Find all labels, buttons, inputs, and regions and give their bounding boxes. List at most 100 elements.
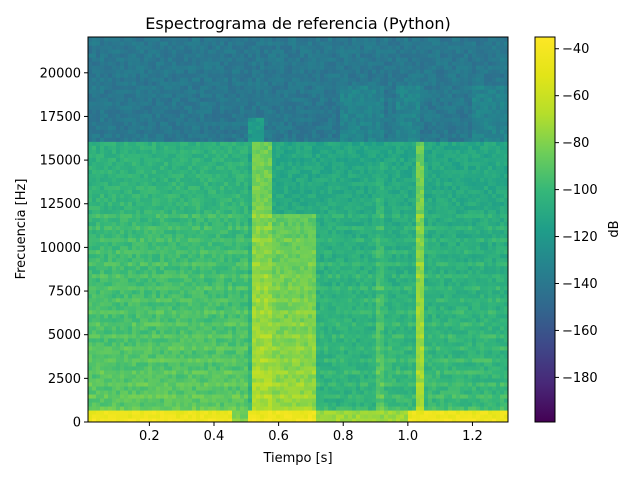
heatmap-cell [196,113,201,118]
heatmap-cell [216,41,221,46]
heatmap-cell [148,237,153,243]
heatmap-cell [216,161,221,166]
heatmap-cell [168,225,173,231]
heatmap-cell [156,337,161,343]
heatmap-cell [100,121,105,126]
heatmap-cell [176,53,181,58]
heatmap-cell [284,393,289,399]
heatmap-cell [168,41,173,46]
heatmap-cell [256,285,261,291]
heatmap-cell [228,145,233,150]
heatmap-cell [104,101,109,106]
heatmap-cell [196,413,201,419]
heatmap-cell [100,189,105,195]
heatmap-cell [184,293,189,299]
heatmap-cell [144,217,149,223]
heatmap-cell [148,57,153,62]
heatmap-cell [256,257,261,263]
heatmap-cell [116,73,121,78]
heatmap-cell [248,209,253,215]
heatmap-cell [244,261,249,267]
heatmap-cell [88,325,93,331]
heatmap-cell [136,93,141,98]
heatmap-cell [124,145,129,150]
heatmap-cell [248,93,253,98]
heatmap-cell [128,369,133,375]
heatmap-cell [152,321,157,327]
heatmap-cell [212,245,217,251]
heatmap-cell [104,85,109,90]
heatmap-cell [240,361,245,367]
heatmap-cell [196,281,201,287]
heatmap-cell [168,281,173,287]
heatmap-cell [116,321,121,327]
heatmap-cell [136,41,141,46]
heatmap-cell [172,205,177,211]
heatmap-cell [124,113,129,118]
heatmap-cell [192,97,197,102]
heatmap-cell [196,385,201,391]
heatmap-cell [208,93,213,98]
heatmap-cell [116,89,121,94]
heatmap-cell [164,65,169,70]
heatmap-cell [208,285,213,291]
heatmap-cell [152,101,157,106]
heatmap-cell [240,129,245,134]
heatmap-cell [264,397,269,403]
heatmap-cell [172,157,177,162]
heatmap-cell [120,305,125,311]
heatmap-cell [176,237,181,243]
heatmap-cell [136,149,141,154]
heatmap-cell [124,305,129,311]
heatmap-cell [124,129,129,134]
heatmap-cell [136,333,141,339]
heatmap-cell [280,385,285,391]
heatmap-cell [184,321,189,327]
heatmap-cell [148,165,153,170]
heatmap-cell [224,409,229,415]
heatmap-cell [256,209,261,215]
heatmap-cell [196,249,201,255]
heatmap-cell [104,261,109,267]
heatmap-cell [96,317,101,323]
heatmap-cell [224,177,229,182]
heatmap-cell [168,381,173,387]
heatmap-cell [256,333,261,339]
heatmap-cell [200,345,205,351]
heatmap-cell [232,301,237,307]
heatmap-cell [268,41,273,46]
heatmap-cell [172,353,177,359]
heatmap-cell [192,177,197,182]
heatmap-cell [272,261,277,267]
heatmap-cell [232,289,237,295]
heatmap-cell [88,65,93,70]
heatmap-cell [240,401,245,407]
heatmap-cell [160,385,165,391]
heatmap-cell [136,305,141,311]
heatmap-cell [88,405,93,411]
heatmap-cell [152,301,157,307]
heatmap-cell [220,117,225,122]
heatmap-cell [220,249,225,255]
heatmap-cell [156,321,161,327]
heatmap-cell [184,349,189,355]
heatmap-cell [188,341,193,347]
heatmap-cell [248,253,253,259]
heatmap-cell [256,137,261,142]
heatmap-cell [140,225,145,231]
heatmap-cell [144,213,149,219]
heatmap-cell [280,405,285,411]
heatmap-cell [156,369,161,375]
heatmap-cell [264,393,269,399]
heatmap-cell [100,333,105,339]
heatmap-cell [108,401,113,407]
heatmap-cell [232,341,237,347]
heatmap-cell [244,73,249,78]
heatmap-cell [284,185,289,190]
heatmap-cell [296,409,301,415]
heatmap-cell [212,333,217,339]
heatmap-cell [224,73,229,78]
heatmap-cell [212,201,217,207]
heatmap-cell [256,193,261,199]
heatmap-cell [96,241,101,247]
